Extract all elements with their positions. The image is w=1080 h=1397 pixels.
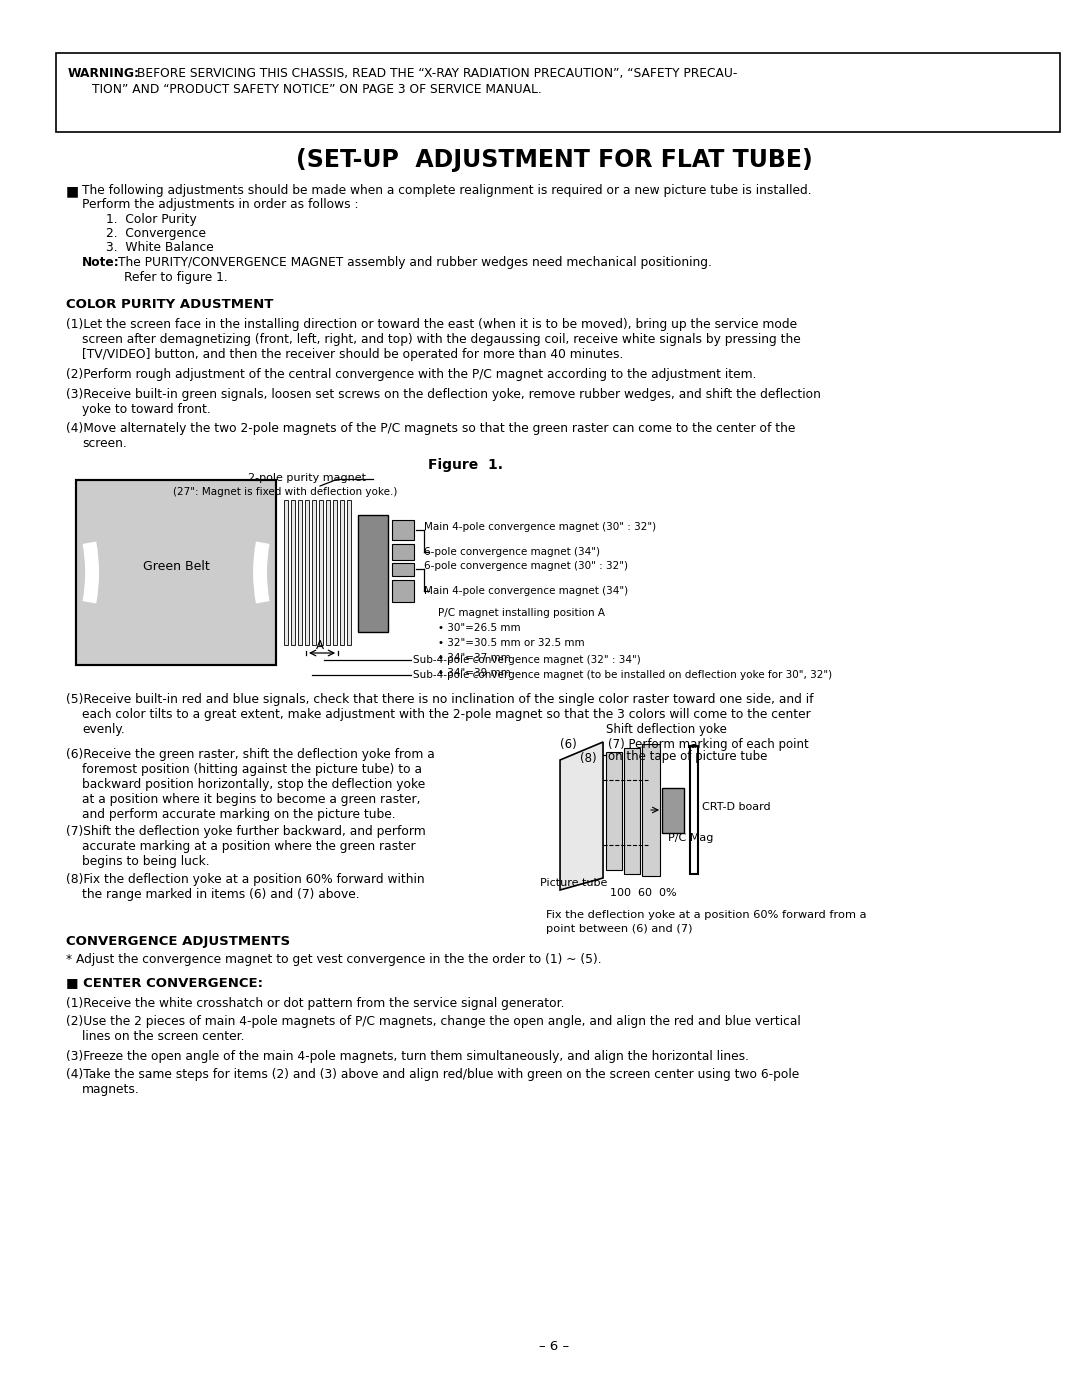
Text: Note:: Note: bbox=[82, 256, 120, 270]
Bar bbox=[392, 563, 414, 576]
Text: (2)Use the 2 pieces of main 4-pole magnets of P/C magnets, change the open angle: (2)Use the 2 pieces of main 4-pole magne… bbox=[66, 1016, 801, 1028]
Text: CRT-D board: CRT-D board bbox=[702, 802, 771, 812]
Text: * Adjust the convergence magnet to get vest convergence in the the order to (1) : * Adjust the convergence magnet to get v… bbox=[66, 953, 602, 965]
Text: screen after demagnetizing (front, left, right, and top) with the degaussing coi: screen after demagnetizing (front, left,… bbox=[82, 332, 801, 346]
Text: The PURITY/CONVERGENCE MAGNET assembly and rubber wedges need mechanical positio: The PURITY/CONVERGENCE MAGNET assembly a… bbox=[118, 256, 712, 270]
Text: point between (6) and (7): point between (6) and (7) bbox=[546, 923, 692, 935]
Text: (4)Take the same steps for items (2) and (3) above and align red/blue with green: (4)Take the same steps for items (2) and… bbox=[66, 1067, 799, 1081]
Text: (7) Perform marking of each point: (7) Perform marking of each point bbox=[608, 738, 809, 752]
Bar bbox=[606, 752, 622, 870]
Text: (8)Fix the deflection yoke at a position 60% forward within: (8)Fix the deflection yoke at a position… bbox=[66, 873, 424, 886]
Text: (5)Receive built-in red and blue signals, check that there is no inclination of : (5)Receive built-in red and blue signals… bbox=[66, 693, 813, 705]
Text: evenly.: evenly. bbox=[82, 724, 125, 736]
Text: Figure  1.: Figure 1. bbox=[428, 458, 503, 472]
Bar bbox=[392, 543, 414, 560]
Bar bbox=[305, 500, 309, 645]
Text: (27": Magnet is fixed with deflection yoke.): (27": Magnet is fixed with deflection yo… bbox=[173, 488, 397, 497]
Text: A: A bbox=[316, 638, 324, 652]
Text: (4)Move alternately the two 2-pole magnets of the P/C magnets so that the green : (4)Move alternately the two 2-pole magne… bbox=[66, 422, 796, 434]
Text: on the tape of picture tube: on the tape of picture tube bbox=[608, 750, 768, 763]
Text: ■ CENTER CONVERGENCE:: ■ CENTER CONVERGENCE: bbox=[66, 977, 264, 989]
Text: Main 4-pole convergence magnet (34"): Main 4-pole convergence magnet (34") bbox=[424, 585, 629, 597]
Text: Fix the deflection yoke at a position 60% forward from a: Fix the deflection yoke at a position 60… bbox=[546, 909, 866, 921]
Text: each color tilts to a great extent, make adjustment with the 2-pole magnet so th: each color tilts to a great extent, make… bbox=[82, 708, 811, 721]
Text: accurate marking at a position where the green raster: accurate marking at a position where the… bbox=[82, 840, 416, 854]
Text: ■: ■ bbox=[66, 184, 79, 198]
Text: (1)Let the screen face in the installing direction or toward the east (when it i: (1)Let the screen face in the installing… bbox=[66, 319, 797, 331]
Text: Perform the adjustments in order as follows :: Perform the adjustments in order as foll… bbox=[82, 198, 359, 211]
Text: – 6 –: – 6 – bbox=[539, 1340, 569, 1354]
Text: Refer to figure 1.: Refer to figure 1. bbox=[124, 271, 228, 284]
Text: • 34"=39 mm: • 34"=39 mm bbox=[438, 668, 511, 678]
Text: Sub-4-pole convergence magnet (to be installed on deflection yoke for 30", 32"): Sub-4-pole convergence magnet (to be ins… bbox=[413, 671, 833, 680]
Text: at a position where it begins to become a green raster,: at a position where it begins to become … bbox=[82, 793, 420, 806]
Text: (7)Shift the deflection yoke further backward, and perform: (7)Shift the deflection yoke further bac… bbox=[66, 826, 426, 838]
Text: 2.  Convergence: 2. Convergence bbox=[106, 226, 206, 240]
Text: Green Belt: Green Belt bbox=[143, 560, 210, 573]
Text: Picture tube: Picture tube bbox=[540, 877, 607, 888]
Text: 6-pole convergence magnet (34"): 6-pole convergence magnet (34") bbox=[424, 548, 600, 557]
Text: The following adjustments should be made when a complete realignment is required: The following adjustments should be made… bbox=[82, 184, 812, 197]
Text: screen.: screen. bbox=[82, 437, 126, 450]
Text: 3.  White Balance: 3. White Balance bbox=[106, 242, 214, 254]
Bar bbox=[340, 500, 345, 645]
Text: Shift deflection yoke: Shift deflection yoke bbox=[606, 724, 727, 736]
Text: Sub-4-pole convergence magnet (32" : 34"): Sub-4-pole convergence magnet (32" : 34"… bbox=[413, 655, 640, 665]
Bar bbox=[359, 515, 388, 631]
Text: [TV/VIDEO] button, and then the receiver should be operated for more than 40 min: [TV/VIDEO] button, and then the receiver… bbox=[82, 348, 623, 360]
Text: TION” AND “PRODUCT SAFETY NOTICE” ON PAGE 3 OF SERVICE MANUAL.: TION” AND “PRODUCT SAFETY NOTICE” ON PAG… bbox=[92, 82, 542, 96]
Text: (2)Perform rough adjustment of the central convergence with the P/C magnet accor: (2)Perform rough adjustment of the centr… bbox=[66, 367, 757, 381]
Text: WARNING:: WARNING: bbox=[68, 67, 140, 80]
Bar bbox=[662, 788, 684, 833]
Text: • 34"=37 mm: • 34"=37 mm bbox=[438, 652, 511, 664]
Bar bbox=[347, 500, 351, 645]
Text: Main 4-pole convergence magnet (30" : 32"): Main 4-pole convergence magnet (30" : 32… bbox=[424, 522, 657, 532]
Bar bbox=[333, 500, 337, 645]
Text: CONVERGENCE ADJUSTMENTS: CONVERGENCE ADJUSTMENTS bbox=[66, 935, 291, 949]
Text: and perform accurate marking on the picture tube.: and perform accurate marking on the pict… bbox=[82, 807, 395, 821]
Polygon shape bbox=[561, 742, 603, 890]
Bar bbox=[690, 746, 698, 875]
Bar bbox=[392, 580, 414, 602]
Text: BEFORE SERVICING THIS CHASSIS, READ THE “X-RAY RADIATION PRECAUTION”, “SAFETY PR: BEFORE SERVICING THIS CHASSIS, READ THE … bbox=[133, 67, 738, 80]
Text: 100  60  0%: 100 60 0% bbox=[610, 888, 677, 898]
Text: • 32"=30.5 mm or 32.5 mm: • 32"=30.5 mm or 32.5 mm bbox=[438, 638, 584, 648]
Text: (6)Receive the green raster, shift the deflection yoke from a: (6)Receive the green raster, shift the d… bbox=[66, 747, 435, 761]
Text: (3)Freeze the open angle of the main 4-pole magnets, turn them simultaneously, a: (3)Freeze the open angle of the main 4-p… bbox=[66, 1051, 750, 1063]
Bar bbox=[326, 500, 330, 645]
Bar bbox=[642, 745, 660, 876]
Text: 1.  Color Purity: 1. Color Purity bbox=[106, 212, 197, 226]
Bar bbox=[292, 500, 295, 645]
Text: GENERAL ADJUSTMENTS: GENERAL ADJUSTMENTS bbox=[9, 627, 19, 770]
Text: P/C magnet installing position A: P/C magnet installing position A bbox=[438, 608, 605, 617]
Text: 2-pole purity magnet: 2-pole purity magnet bbox=[248, 474, 366, 483]
Bar bbox=[284, 500, 288, 645]
Text: lines on the screen center.: lines on the screen center. bbox=[82, 1030, 244, 1044]
Text: (SET-UP  ADJUSTMENT FOR FLAT TUBE): (SET-UP ADJUSTMENT FOR FLAT TUBE) bbox=[296, 148, 812, 172]
Text: COLOR PURITY ADUSTMENT: COLOR PURITY ADUSTMENT bbox=[66, 298, 273, 312]
Text: yoke to toward front.: yoke to toward front. bbox=[82, 402, 211, 416]
Polygon shape bbox=[76, 481, 276, 665]
Text: the range marked in items (6) and (7) above.: the range marked in items (6) and (7) ab… bbox=[82, 888, 360, 901]
Bar bbox=[624, 747, 640, 875]
Text: (6): (6) bbox=[561, 738, 577, 752]
Bar bbox=[312, 500, 316, 645]
Bar bbox=[298, 500, 302, 645]
Text: begins to being luck.: begins to being luck. bbox=[82, 855, 210, 868]
Text: (3)Receive built-in green signals, loosen set screws on the deflection yoke, rem: (3)Receive built-in green signals, loose… bbox=[66, 388, 821, 401]
Text: magnets.: magnets. bbox=[82, 1083, 139, 1097]
FancyBboxPatch shape bbox=[56, 53, 1059, 131]
Text: 6-pole convergence magnet (30" : 32"): 6-pole convergence magnet (30" : 32") bbox=[424, 562, 629, 571]
Text: backward position horizontally, stop the deflection yoke: backward position horizontally, stop the… bbox=[82, 778, 426, 791]
Text: • 30"=26.5 mm: • 30"=26.5 mm bbox=[438, 623, 521, 633]
Text: (1)Receive the white crosshatch or dot pattern from the service signal generator: (1)Receive the white crosshatch or dot p… bbox=[66, 997, 565, 1010]
Text: P/C Mag: P/C Mag bbox=[669, 833, 714, 842]
Bar bbox=[392, 520, 414, 541]
Text: (8): (8) bbox=[580, 752, 596, 766]
Bar bbox=[319, 500, 323, 645]
Text: foremost position (hitting against the picture tube) to a: foremost position (hitting against the p… bbox=[82, 763, 422, 775]
